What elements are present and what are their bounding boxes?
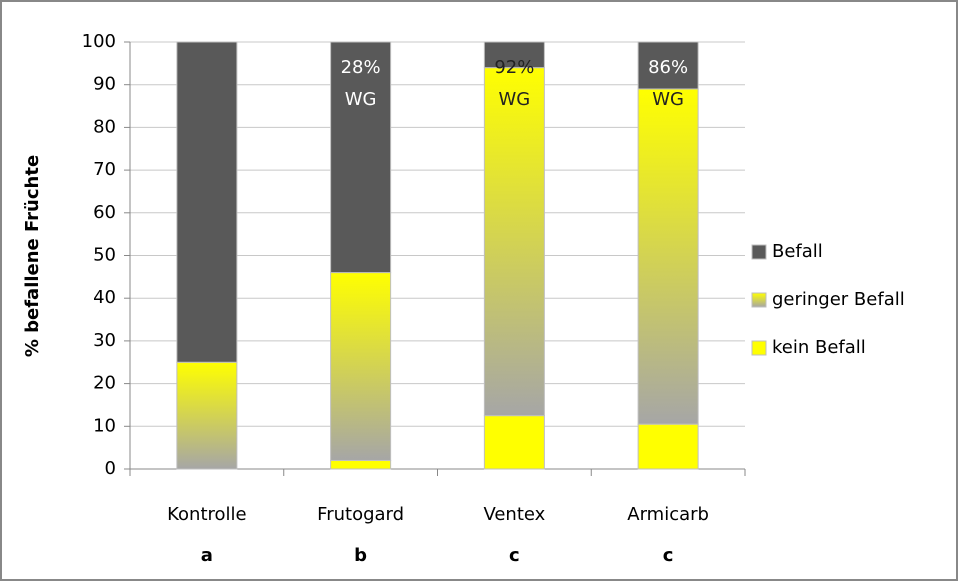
y-tick-label: 80 [93,116,116,137]
annotation: 28% [341,57,381,78]
bar-segment [330,41,392,274]
y-axis-label: % befallene Früchte [22,155,43,357]
legend-label: geringer Befall [772,289,905,310]
annotation: WG [499,89,531,110]
y-tick-label: 30 [93,330,116,351]
y-tick-label: 70 [93,159,116,180]
y-tick-label: 0 [105,458,116,479]
bar-segment [483,415,545,470]
y-tick-label: 100 [82,31,116,52]
legend-label: kein Befall [772,337,866,358]
group-label: b [354,545,367,566]
annotation: WG [652,89,684,110]
bar-segment [637,41,699,90]
y-tick-label: 60 [93,202,116,223]
legend-label: Befall [772,241,823,262]
group-label: c [509,545,520,566]
bar-segment [483,67,545,417]
bar-segment [176,361,238,470]
annotation: 92% [494,57,534,78]
legend-swatch [751,244,767,260]
annotation: WG [345,89,377,110]
y-tick-label: 40 [93,287,116,308]
x-tick-label: Ventex [483,504,545,525]
bar-segment [483,41,545,69]
bar-segment [330,272,392,461]
x-tick-label: Kontrolle [167,504,246,525]
legend-swatch [751,340,767,356]
x-tick-label: Armicarb [627,504,709,525]
y-tick-label: 90 [93,74,116,95]
x-tick-label: Frutogard [317,504,404,525]
legend-swatch [751,292,767,308]
y-tick-label: 50 [93,245,116,266]
bar-segment [637,423,699,470]
group-label: c [663,545,674,566]
bar-segment [330,459,392,470]
y-tick-label: 10 [93,415,116,436]
annotation: 86% [648,57,688,78]
group-label: a [201,545,213,566]
bar-segment [637,88,699,425]
bar-segment [176,41,238,363]
y-tick-label: 20 [93,373,116,394]
